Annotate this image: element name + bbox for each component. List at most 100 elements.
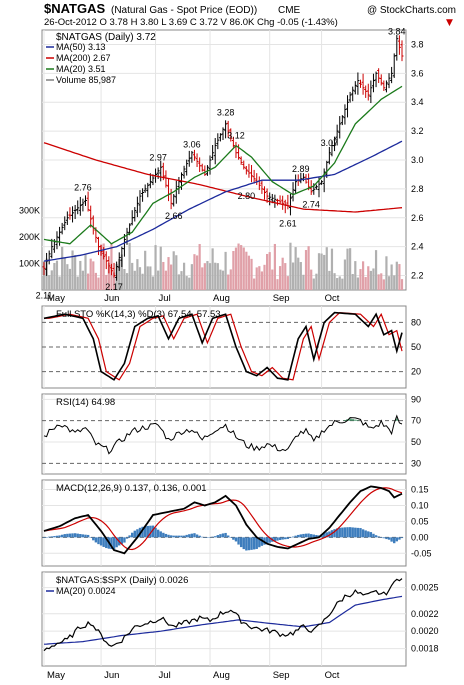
macd-histogram-bar bbox=[131, 532, 134, 538]
macd-histogram-bar bbox=[169, 535, 173, 538]
ratio-tick-label: 0.0020 bbox=[411, 626, 439, 636]
volume-bar bbox=[157, 270, 160, 290]
volume-bar bbox=[289, 242, 292, 290]
volume-bar bbox=[180, 271, 183, 290]
volume-bar bbox=[390, 264, 393, 290]
macd-histogram-bar bbox=[63, 534, 66, 538]
volume-bar bbox=[325, 247, 328, 290]
volume-bar bbox=[149, 266, 152, 290]
price-legend-label: Volume 85,987 bbox=[56, 75, 116, 85]
volume-bar bbox=[330, 248, 334, 290]
chart-exchange: CME bbox=[278, 5, 301, 16]
volume-bar bbox=[131, 262, 134, 290]
macd-histogram-bar bbox=[128, 535, 131, 538]
macd-tick-label: 0.10 bbox=[411, 500, 429, 510]
macd-histogram-bar bbox=[115, 537, 118, 548]
volume-bar bbox=[107, 262, 110, 290]
volume-bar bbox=[315, 273, 318, 290]
volume-bar bbox=[81, 270, 85, 290]
macd-histogram-bar bbox=[265, 537, 269, 544]
macd-histogram-bar bbox=[50, 536, 53, 538]
macd-histogram-bar bbox=[328, 531, 331, 538]
volume-bar bbox=[312, 278, 315, 290]
macd-histogram-bar bbox=[79, 534, 82, 538]
volume-bar bbox=[302, 274, 305, 290]
volume-bar bbox=[84, 254, 87, 290]
ratio-month-label: Jul bbox=[159, 670, 171, 681]
macd-histogram-bar bbox=[341, 527, 344, 538]
volume-bar bbox=[278, 266, 282, 290]
volume-bar bbox=[190, 264, 193, 290]
price-annotation: 2.17 bbox=[105, 282, 123, 292]
macd-histogram-bar bbox=[289, 537, 292, 538]
macd-histogram-bar bbox=[214, 536, 217, 538]
price-annotation: 3.84 bbox=[388, 27, 406, 37]
macd-histogram-bar bbox=[141, 526, 144, 538]
volume-bar bbox=[338, 276, 341, 290]
rsi-tick-label: 90 bbox=[411, 394, 421, 404]
macd-histogram-bar bbox=[195, 534, 199, 538]
volume-bar bbox=[237, 243, 240, 290]
volume-bar bbox=[361, 261, 365, 290]
macd-histogram-bar bbox=[374, 535, 378, 538]
ma50-line bbox=[43, 140, 403, 262]
volume-bar bbox=[227, 274, 230, 290]
stochastic-tick-label: 50 bbox=[411, 342, 421, 352]
macd-signal-line bbox=[43, 487, 403, 551]
stochastic-title: Full STO %K(14,3) %D(3) 67.54, 57.53 bbox=[56, 309, 221, 320]
volume-bar bbox=[151, 276, 155, 290]
macd-histogram-bar bbox=[335, 528, 339, 538]
volume-bar bbox=[123, 269, 126, 290]
price-annotation: 2.11 bbox=[36, 291, 53, 301]
volume-bar bbox=[377, 274, 380, 290]
volume-bar bbox=[195, 255, 199, 290]
macd-histogram-bar bbox=[297, 534, 300, 538]
rsi-overbought-fill bbox=[343, 418, 399, 421]
macd-histogram-bar bbox=[47, 536, 51, 538]
macd-histogram-bar bbox=[188, 534, 191, 538]
volume-bar bbox=[255, 267, 258, 290]
macd-histogram-bar bbox=[94, 537, 98, 543]
volume-bar bbox=[58, 276, 61, 290]
stochastic-tick-label: 80 bbox=[411, 317, 421, 327]
volume-bar bbox=[175, 255, 178, 290]
volume-bar bbox=[354, 261, 357, 290]
volume-bar bbox=[393, 275, 396, 290]
macd-histogram-bar bbox=[239, 537, 243, 548]
macd-histogram-bar bbox=[45, 537, 48, 538]
macd-histogram-bar bbox=[198, 535, 201, 538]
price-annotation: 2.76 bbox=[74, 183, 92, 193]
rsi-title: RSI(14) 64.98 bbox=[56, 397, 115, 408]
macd-histogram-bar bbox=[273, 537, 277, 542]
macd-histogram-bar bbox=[333, 529, 336, 538]
volume-bar bbox=[162, 261, 165, 290]
volume-bar bbox=[141, 273, 144, 290]
macd-histogram-bar bbox=[242, 537, 245, 550]
volume-bar bbox=[286, 276, 289, 290]
macd-histogram-bar bbox=[291, 536, 295, 538]
stochastic-tick-label: 20 bbox=[411, 367, 421, 377]
macd-histogram-bar bbox=[58, 535, 61, 538]
macd-histogram-bar bbox=[162, 532, 165, 538]
price-month-label: Jun bbox=[104, 293, 119, 304]
volume-bar bbox=[128, 242, 131, 290]
macd-histogram-bar bbox=[203, 537, 207, 538]
volume-bar bbox=[333, 273, 336, 290]
macd-histogram-bar bbox=[393, 537, 396, 544]
volume-bar bbox=[159, 246, 162, 290]
ratio-tick-label: 0.0018 bbox=[411, 644, 439, 654]
stochastic-d-line bbox=[44, 311, 403, 381]
volume-bar bbox=[170, 264, 173, 290]
chart-symbol: $NATGAS bbox=[44, 1, 105, 16]
macd-histogram-bar bbox=[315, 534, 318, 538]
volume-bar bbox=[294, 247, 297, 290]
volume-bar bbox=[221, 270, 225, 290]
volume-bar bbox=[273, 243, 276, 290]
macd-histogram-bar bbox=[110, 537, 113, 549]
volume-bar bbox=[216, 263, 219, 290]
volume-bar bbox=[219, 269, 222, 290]
price-tick-label: 2.8 bbox=[411, 184, 424, 194]
macd-histogram-bar bbox=[250, 537, 253, 550]
macd-histogram-bar bbox=[60, 534, 64, 538]
macd-histogram-bar bbox=[245, 537, 248, 551]
